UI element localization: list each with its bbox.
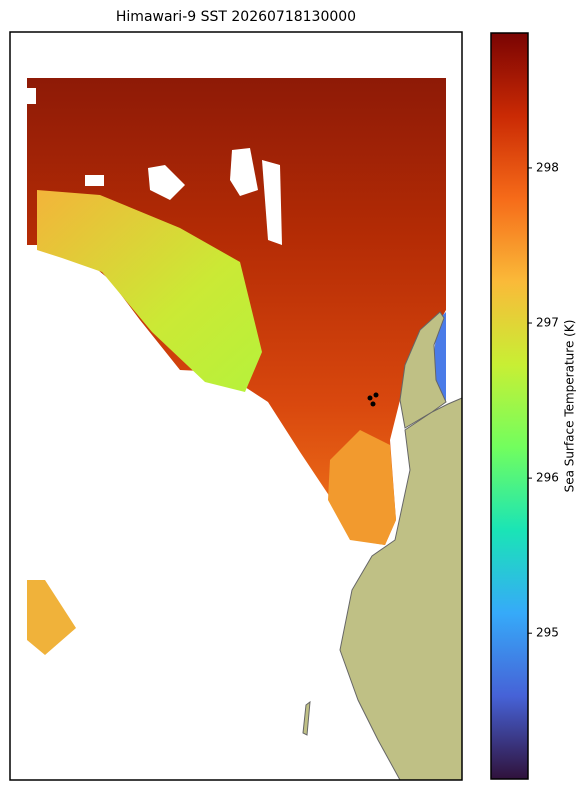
- colorbar-label: Sea Surface Temperature (K): [563, 320, 577, 493]
- map-frame: [9, 31, 463, 781]
- colorbar-tick-label: 296: [536, 471, 559, 485]
- colorbar-tick-label: 298: [536, 160, 559, 174]
- colorbar-fill: [491, 33, 528, 779]
- island: [302, 700, 311, 736]
- colorbar: 295 296 297 298: [490, 32, 559, 780]
- chart-title: Himawari-9 SST 20260718130000: [116, 9, 356, 25]
- station-markers: [367, 392, 379, 407]
- map: [9, 31, 463, 781]
- land-north: [399, 311, 447, 429]
- sst-warm-shelf: [37, 190, 262, 392]
- sst-nearshore: [328, 430, 396, 545]
- cloud-mask: [27, 88, 282, 245]
- sst-patch: [27, 580, 76, 655]
- colorbar-tick-label: 297: [536, 316, 559, 330]
- colorbar-frame: [490, 32, 529, 780]
- colorbar-tick-label: 295: [536, 626, 559, 640]
